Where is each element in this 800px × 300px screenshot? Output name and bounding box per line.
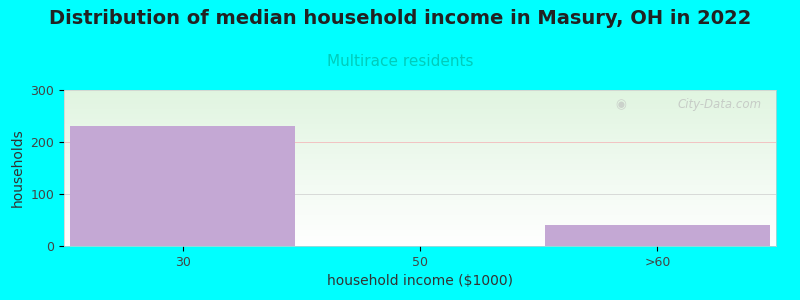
Text: ◉: ◉ [616,98,626,111]
Bar [70,126,295,246]
Text: Multirace residents: Multirace residents [326,54,474,69]
Text: Distribution of median household income in Masury, OH in 2022: Distribution of median household income … [49,9,751,28]
X-axis label: household income ($1000): household income ($1000) [327,274,513,288]
Y-axis label: households: households [11,129,25,207]
Bar [545,225,770,246]
Text: City-Data.com: City-Data.com [678,98,762,111]
